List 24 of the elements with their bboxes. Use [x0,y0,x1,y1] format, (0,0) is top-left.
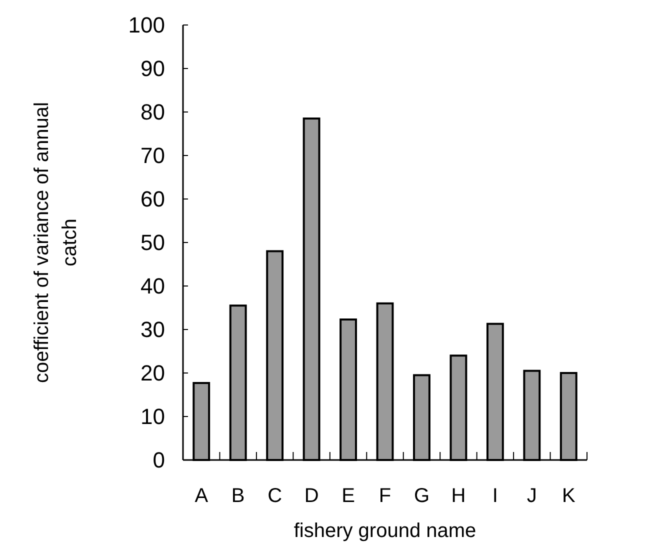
y-tick-label: 80 [140,100,165,125]
y-tick-label: 90 [140,56,165,82]
y-tick-label: 10 [140,404,165,430]
x-axis-title: fishery ground name [294,520,476,542]
x-tick-label: J [526,485,537,507]
y-tick-label: 100 [128,12,165,38]
x-tick-label: I [492,485,498,507]
x-tick-label: A [194,485,209,507]
y-tick-label: 60 [140,186,165,212]
y-tick-label: 70 [140,143,165,168]
x-tick-label: G [414,485,430,507]
x-tick-label: C [268,485,282,507]
x-tick-label: D [304,485,319,507]
x-tick-label: K [562,485,576,507]
y-tick-label: 0 [152,448,165,473]
x-tick-label: E [342,485,355,507]
x-tick-label: H [451,485,466,507]
y-axis-title: coefficient of variance of annual catch [31,102,81,383]
y-tick-label: 30 [140,317,165,342]
y-tick-label: 20 [140,360,165,386]
y-tick-label: 50 [140,230,165,256]
y-tick-label: 40 [140,274,165,299]
x-tick-label: F [378,485,392,507]
x-tick-label: B [231,485,245,507]
